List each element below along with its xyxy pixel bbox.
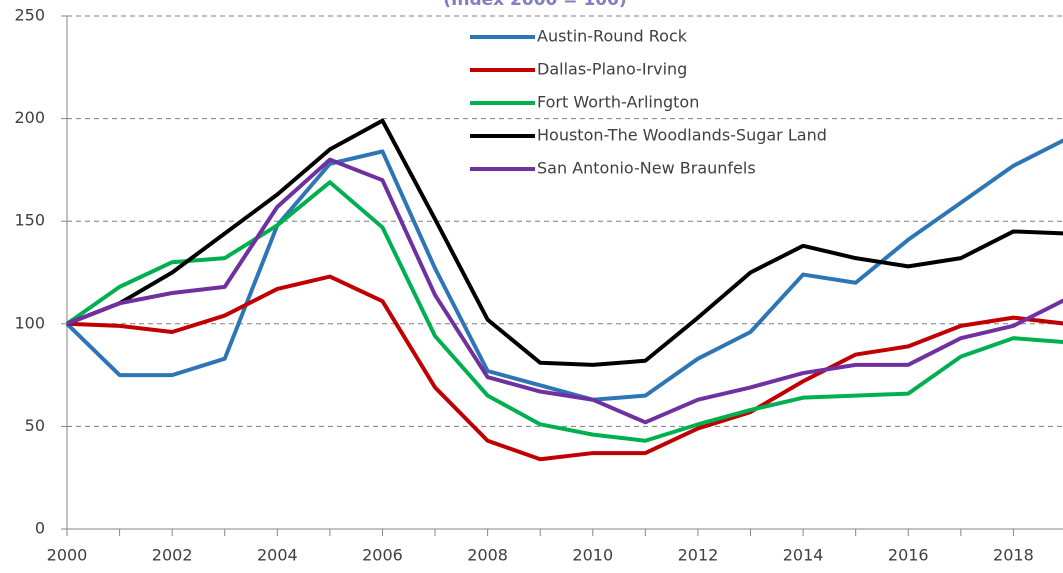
x-tick-label: 2008 xyxy=(467,546,508,565)
x-tick-label: 2004 xyxy=(257,546,298,565)
x-tick-label: 2010 xyxy=(572,546,613,565)
series-line xyxy=(66,274,1063,462)
legend-label: Dallas-Plano-Irving xyxy=(537,60,687,79)
series-line xyxy=(66,157,1063,425)
legend-label: Austin-Round Rock xyxy=(537,27,688,46)
legend-label: San Antonio-New Braunfels xyxy=(537,159,756,178)
legend-label: Houston-The Woodlands-Sugar Land xyxy=(537,126,827,145)
legend-label: Fort Worth-Arlington xyxy=(537,93,699,112)
y-tick-label: 100 xyxy=(14,313,45,332)
x-tick-label: 2016 xyxy=(888,546,929,565)
series-line xyxy=(65,180,1063,443)
x-tick-label: 2006 xyxy=(362,546,403,565)
y-tick-label: 50 xyxy=(25,416,45,435)
x-tick-label: 2000 xyxy=(47,546,88,565)
y-tick-label: 250 xyxy=(14,6,45,25)
series-line xyxy=(66,118,1063,367)
y-tick-label: 150 xyxy=(14,211,45,230)
x-tick-label: 2002 xyxy=(152,546,193,565)
x-tick-label: 2018 xyxy=(993,546,1034,565)
series-line xyxy=(65,138,1063,402)
y-tick-label: 0 xyxy=(35,519,45,538)
chart-subtitle: (Index 2000 = 100) xyxy=(443,0,626,10)
y-tick-label: 200 xyxy=(14,108,45,127)
x-tick-label: 2012 xyxy=(678,546,719,565)
x-tick-label: 2014 xyxy=(783,546,824,565)
